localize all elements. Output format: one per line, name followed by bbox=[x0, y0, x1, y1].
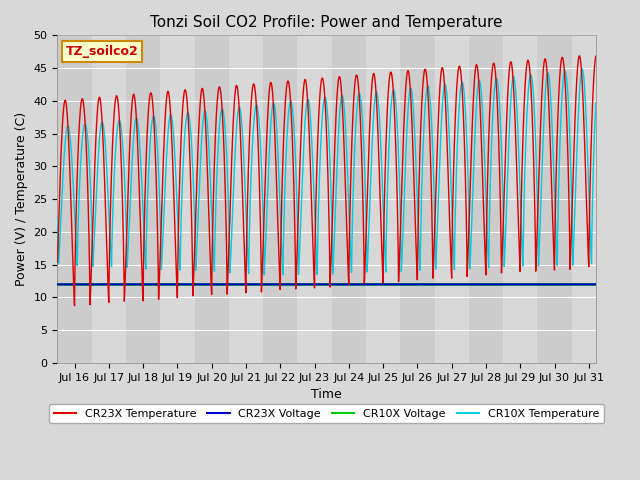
Bar bbox=[469, 36, 503, 363]
Bar bbox=[298, 36, 332, 363]
Bar bbox=[435, 36, 469, 363]
Text: TZ_soilco2: TZ_soilco2 bbox=[65, 45, 138, 58]
Bar bbox=[332, 36, 366, 363]
Bar bbox=[503, 36, 538, 363]
Bar bbox=[572, 36, 606, 363]
Bar bbox=[160, 36, 195, 363]
Bar bbox=[538, 36, 572, 363]
Bar bbox=[92, 36, 126, 363]
Title: Tonzi Soil CO2 Profile: Power and Temperature: Tonzi Soil CO2 Profile: Power and Temper… bbox=[150, 15, 503, 30]
Legend: CR23X Temperature, CR23X Voltage, CR10X Voltage, CR10X Temperature: CR23X Temperature, CR23X Voltage, CR10X … bbox=[49, 404, 604, 423]
Bar bbox=[195, 36, 229, 363]
Bar bbox=[58, 36, 92, 363]
Bar bbox=[263, 36, 298, 363]
Bar bbox=[400, 36, 435, 363]
Bar bbox=[229, 36, 263, 363]
X-axis label: Time: Time bbox=[311, 388, 342, 401]
Bar bbox=[126, 36, 160, 363]
Y-axis label: Power (V) / Temperature (C): Power (V) / Temperature (C) bbox=[15, 112, 28, 286]
Bar bbox=[366, 36, 400, 363]
